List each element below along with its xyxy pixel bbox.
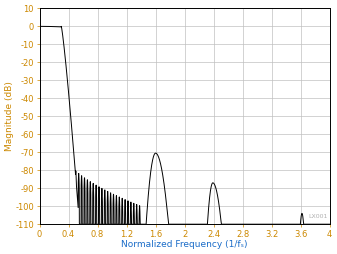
X-axis label: Normalized Frequency (1/fₛ): Normalized Frequency (1/fₛ) (121, 240, 248, 249)
Y-axis label: Magnitude (dB): Magnitude (dB) (5, 81, 14, 151)
Text: LX001: LX001 (308, 214, 327, 219)
